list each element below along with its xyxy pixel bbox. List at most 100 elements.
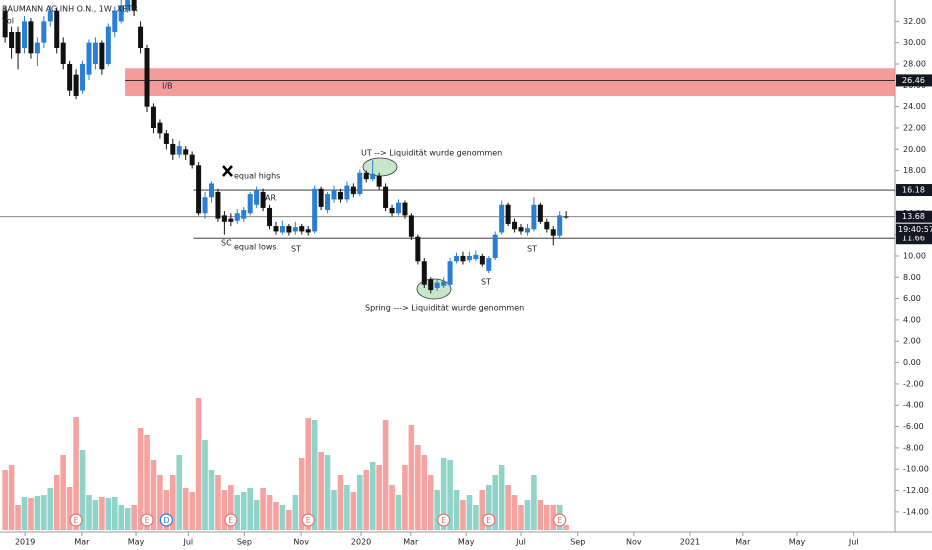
candle-body xyxy=(67,63,73,91)
candle-body xyxy=(131,0,137,11)
candle-body xyxy=(408,215,414,237)
candle-body xyxy=(466,255,472,261)
candle-body xyxy=(518,227,524,232)
volume-bar xyxy=(170,475,176,530)
candle-body xyxy=(395,202,401,214)
volume-bar xyxy=(292,495,299,530)
y-tick-label: -8.00 xyxy=(903,443,924,452)
countdown: 19:40:57 xyxy=(898,225,932,234)
y-tick-label: -14.00 xyxy=(903,507,929,516)
volume-bar xyxy=(60,455,66,530)
level-label: 11.66 xyxy=(902,234,925,243)
annotation: Spring ---> Liquidität wurde genommen xyxy=(365,304,524,313)
x-tick-label: 2019 xyxy=(15,538,35,547)
y-tick-label: 6.00 xyxy=(903,294,921,303)
volume-bar xyxy=(240,492,247,530)
y-tick-label: 24.00 xyxy=(903,102,926,111)
candle-body xyxy=(150,106,156,128)
volume-bar xyxy=(253,500,260,530)
event-label: E xyxy=(306,516,311,525)
volume-bar xyxy=(421,455,428,530)
volume-bar xyxy=(41,495,47,530)
level-label: 13.68 xyxy=(902,212,925,221)
event-label: E xyxy=(557,516,562,525)
x-tick-label: May xyxy=(458,538,475,547)
volume-label: Vol xyxy=(2,17,14,26)
annotation: SC xyxy=(221,239,232,248)
annotation: ST xyxy=(291,245,301,254)
event-marker xyxy=(437,513,451,527)
volume-bar xyxy=(144,435,150,530)
y-tick-label: 0.00 xyxy=(903,358,921,367)
candle-body xyxy=(299,226,305,232)
volume-bar xyxy=(408,425,415,530)
y-tick-label: -2.00 xyxy=(903,379,924,388)
event-label: E xyxy=(144,516,149,525)
volume-bar xyxy=(479,490,486,530)
volume-bar xyxy=(311,420,318,530)
annotation: ST xyxy=(527,245,537,254)
volume-bar xyxy=(260,488,266,530)
y-tick-label: -12.00 xyxy=(903,486,929,495)
candle-body xyxy=(260,191,266,208)
volume-bar xyxy=(73,417,79,530)
volume-bar xyxy=(376,465,382,530)
candle-body xyxy=(550,229,556,236)
x-tick-label: Sep xyxy=(570,538,585,547)
candle-body xyxy=(441,281,447,286)
candle-body xyxy=(279,226,285,233)
volume-bar xyxy=(395,495,402,530)
event-marker xyxy=(301,513,315,527)
volume-bar xyxy=(202,440,208,530)
volume-bar xyxy=(357,475,363,530)
volume-bar xyxy=(86,495,92,530)
x-tick-label: Mar xyxy=(403,538,419,547)
candle-body xyxy=(234,213,240,221)
x-tick-label: Nov xyxy=(626,538,642,547)
candle-body xyxy=(28,21,34,54)
candle-body xyxy=(512,221,518,230)
candle-body xyxy=(421,261,427,285)
candle-body xyxy=(415,236,421,262)
candle-body xyxy=(544,221,550,230)
volume-bar xyxy=(518,505,524,530)
volume-bar xyxy=(111,497,118,530)
candle-body xyxy=(73,74,79,96)
volume-bar xyxy=(305,418,312,530)
x-tick-label: 2021 xyxy=(680,538,700,547)
event-label: E xyxy=(228,516,233,525)
candle-body xyxy=(170,143,176,155)
event-label: E xyxy=(441,516,446,525)
volume-bar xyxy=(28,498,34,530)
x-mark xyxy=(222,165,233,177)
volume-bar xyxy=(382,420,389,530)
y-tick-label: 28.00 xyxy=(903,59,926,68)
candle-body xyxy=(92,42,98,64)
candle-body xyxy=(183,149,189,155)
volume-bar xyxy=(150,460,157,530)
volume-bar xyxy=(34,496,41,530)
candle-body xyxy=(499,204,505,233)
level-label-box xyxy=(896,184,932,197)
event-label: E xyxy=(486,516,491,525)
volume-bar xyxy=(318,452,324,530)
candle-body xyxy=(370,173,376,180)
candle-body xyxy=(221,215,227,222)
candle-body xyxy=(447,261,453,285)
candle-body xyxy=(157,122,163,134)
zone xyxy=(125,68,896,96)
candle-body xyxy=(118,5,124,22)
event-marker xyxy=(159,513,173,527)
candle-body xyxy=(524,228,530,233)
volume-bar xyxy=(215,475,221,530)
volume-bar xyxy=(208,470,215,530)
y-tick-label: 20.00 xyxy=(903,145,926,154)
volume-bar xyxy=(182,488,189,530)
event-marker xyxy=(482,513,496,527)
volume-bar xyxy=(279,505,286,530)
x-tick-label: May xyxy=(128,538,145,547)
volume-bar xyxy=(21,497,28,530)
volume-bar xyxy=(298,458,305,530)
volume-bar xyxy=(544,505,550,530)
